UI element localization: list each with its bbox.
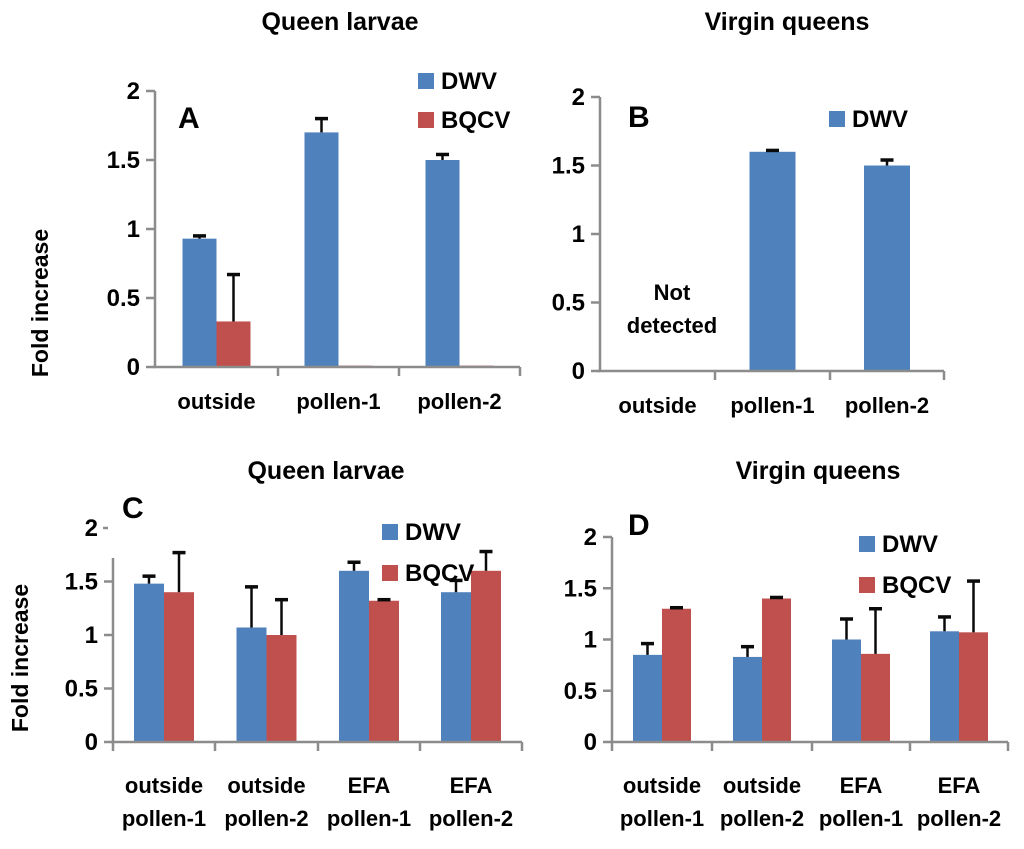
bar-bqcv-outside-pollen-1 — [662, 608, 691, 742]
legend-swatch-dwv — [418, 73, 434, 89]
panel-B-letter: B — [628, 101, 650, 134]
bar-bqcv-outside-pollen-1 — [164, 592, 194, 742]
x-category-label: EFA — [840, 773, 883, 798]
bar-dwv-EFA-pollen-1 — [832, 639, 861, 742]
y-tick-label: 0 — [572, 358, 585, 385]
y-tick-label: 1 — [85, 622, 98, 649]
panel-D-letter: D — [628, 509, 650, 542]
y-tick-label: 2 — [584, 524, 597, 551]
x-category-label: outside — [723, 773, 801, 798]
bar-dwv-outside — [182, 238, 217, 367]
x-category-label: EFA — [450, 773, 493, 798]
panel-B: Virgin queens B 0 0.5 1 1.5 2 outside pollen-1 po… — [552, 8, 946, 418]
panel-A-letter: A — [178, 102, 200, 135]
panel-C-letter: C — [122, 492, 144, 525]
legend-swatch-bqcv — [859, 577, 875, 593]
bar-dwv-EFA-pollen-2 — [930, 631, 959, 742]
y-tick-label: 2 — [85, 515, 98, 542]
y-tick-label: 0.5 — [552, 290, 585, 317]
bar-bqcv-outside-pollen-2 — [762, 598, 791, 742]
bar-bqcv-EFA-pollen-1 — [369, 600, 399, 742]
bar-dwv-EFA-pollen-2 — [441, 592, 471, 742]
x-category-label: pollen-2 — [917, 806, 1001, 831]
panel-D-title: Virgin queens — [736, 457, 901, 485]
not-detected-annotation: Not — [654, 280, 691, 305]
legend-swatch-bqcv — [418, 112, 434, 128]
legend-swatch-dwv — [829, 111, 845, 127]
bar-dwv-pollen-1 — [749, 151, 796, 371]
legend-label-dwv: DWV — [441, 68, 497, 95]
legend-label-dwv: DWV — [882, 531, 938, 558]
legend-swatch-dwv — [859, 536, 875, 552]
legend-swatch-bqcv — [382, 565, 398, 581]
panel-B-title: Virgin queens — [705, 8, 870, 36]
y-tick-label: 1.5 — [552, 153, 585, 180]
legend-label-dwv: DWV — [405, 519, 461, 546]
y-tick-label: 0.5 — [65, 676, 98, 703]
x-category-label: outside — [125, 773, 203, 798]
y-tick-label: 1 — [584, 627, 597, 654]
panel-C-title: Queen larvae — [247, 457, 404, 485]
bar-bqcv-outside — [216, 321, 251, 367]
legend-label-dwv: DWV — [852, 106, 908, 133]
y-tick-label: 2 — [127, 78, 140, 105]
bar-bqcv-outside-pollen-2 — [266, 635, 297, 742]
panel-A-y-axis-title: Fold increase — [27, 229, 53, 377]
y-tick-label: 1.5 — [107, 147, 140, 174]
x-category-label: outside — [618, 393, 696, 418]
y-tick-label: 0 — [85, 729, 98, 756]
legend-label-bqcv: BQCV — [405, 560, 474, 587]
legend-label-bqcv: BQCV — [882, 572, 951, 599]
y-tick-label: 1 — [127, 216, 140, 243]
legend-swatch-dwv — [382, 524, 398, 540]
x-category-label: EFA — [938, 773, 981, 798]
y-tick-label: 2 — [572, 84, 585, 111]
bar-bqcv-EFA-pollen-2 — [471, 570, 501, 742]
x-category-label: pollen-1 — [122, 806, 206, 831]
x-category-label: pollen-1 — [327, 806, 411, 831]
not-detected-annotation: detected — [627, 313, 717, 338]
y-tick-label: 1 — [572, 221, 585, 248]
x-category-label: pollen-1 — [819, 806, 903, 831]
panel-D: Virgin queens D 0 0.5 1 1.5 2 outside pollen-1 ou… — [564, 457, 1010, 831]
x-category-label: pollen-2 — [224, 806, 308, 831]
x-category-label: pollen-2 — [417, 389, 501, 414]
bar-bqcv-EFA-pollen-2 — [959, 632, 988, 742]
legend-label-bqcv: BQCV — [441, 107, 510, 134]
y-tick-label: 0 — [584, 729, 597, 756]
bar-dwv-EFA-pollen-1 — [339, 570, 369, 742]
x-category-label: pollen-1 — [730, 393, 814, 418]
bar-dwv-pollen-1 — [304, 132, 339, 367]
x-category-label: pollen-2 — [429, 806, 513, 831]
panel-C-y-axis-title: Fold increase — [7, 584, 33, 732]
x-category-label: pollen-2 — [845, 393, 929, 418]
bar-dwv-pollen-2 — [425, 160, 460, 367]
y-tick-label: 0.5 — [107, 285, 140, 312]
bar-bqcv-EFA-pollen-1 — [861, 653, 890, 742]
bar-dwv-outside-pollen-1 — [633, 654, 662, 742]
x-category-label: outside — [227, 773, 305, 798]
x-category-label: EFA — [348, 773, 391, 798]
bar-dwv-outside-pollen-2 — [236, 627, 267, 742]
x-category-label: pollen-1 — [296, 389, 380, 414]
x-category-label: pollen-1 — [620, 806, 704, 831]
x-category-label: outside — [177, 389, 255, 414]
y-tick-label: 1.5 — [564, 575, 597, 602]
x-category-label: outside — [623, 773, 701, 798]
bar-dwv-outside-pollen-2 — [733, 656, 762, 742]
x-category-label: pollen-2 — [720, 806, 804, 831]
panel-C: Queen larvae C Fold increase 0 0.5 1 1.5 2 outsi… — [7, 457, 524, 831]
bar-dwv-outside-pollen-1 — [134, 583, 164, 742]
y-tick-label: 1.5 — [65, 569, 98, 596]
y-tick-label: 0 — [127, 354, 140, 381]
bar-dwv-pollen-2 — [864, 165, 910, 371]
panel-A: Queen larvae A Fold increase 0 0.5 1 1.5 2 outsi… — [27, 8, 522, 414]
y-tick-label: 0.5 — [564, 678, 597, 705]
panel-A-title: Queen larvae — [261, 8, 418, 36]
